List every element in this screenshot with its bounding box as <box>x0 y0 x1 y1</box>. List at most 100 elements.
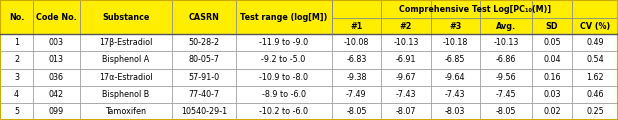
Text: 0.03: 0.03 <box>543 90 561 99</box>
Bar <box>532 18 572 34</box>
Bar <box>381 18 431 34</box>
Bar <box>381 69 431 86</box>
Bar <box>0 103 33 120</box>
Bar <box>80 86 172 103</box>
Text: Tamoxifen: Tamoxifen <box>106 107 146 116</box>
Bar <box>572 51 618 69</box>
Text: -6.83: -6.83 <box>346 55 366 64</box>
Text: -7.43: -7.43 <box>445 90 465 99</box>
Text: -8.05: -8.05 <box>496 107 516 116</box>
Text: Test range (log[M]): Test range (log[M]) <box>240 13 328 22</box>
Text: 0.54: 0.54 <box>586 55 604 64</box>
Bar <box>172 51 235 69</box>
Text: Comprehensive Test Log[PC₁₀(M)]: Comprehensive Test Log[PC₁₀(M)] <box>399 4 551 14</box>
Bar <box>235 0 332 34</box>
Bar <box>80 0 172 34</box>
Text: 4: 4 <box>14 90 19 99</box>
Text: -8.07: -8.07 <box>396 107 416 116</box>
Bar <box>80 103 172 120</box>
Text: 013: 013 <box>49 55 64 64</box>
Text: -9.64: -9.64 <box>445 73 465 82</box>
Text: 1.62: 1.62 <box>586 73 604 82</box>
Bar <box>332 69 381 86</box>
Text: SD: SD <box>546 22 558 31</box>
Bar <box>172 34 235 51</box>
Bar <box>532 103 572 120</box>
Bar <box>572 69 618 86</box>
Bar <box>332 0 381 18</box>
Text: -10.18: -10.18 <box>442 38 468 47</box>
Bar <box>431 18 480 34</box>
Text: #3: #3 <box>449 22 462 31</box>
Bar <box>532 34 572 51</box>
Bar <box>431 86 480 103</box>
Bar <box>0 0 33 34</box>
Text: 0.16: 0.16 <box>543 73 561 82</box>
Bar <box>0 51 33 69</box>
Text: -9.2 to -5.0: -9.2 to -5.0 <box>261 55 306 64</box>
Bar <box>0 86 33 103</box>
Bar <box>33 51 80 69</box>
Bar <box>235 86 332 103</box>
Bar <box>532 86 572 103</box>
Text: -10.9 to -8.0: -10.9 to -8.0 <box>259 73 308 82</box>
Text: Code No.: Code No. <box>36 13 77 22</box>
Bar <box>431 103 480 120</box>
Text: CV (%): CV (%) <box>580 22 610 31</box>
Bar <box>332 34 381 51</box>
Text: 036: 036 <box>49 73 64 82</box>
Bar <box>381 34 431 51</box>
Text: -7.49: -7.49 <box>346 90 366 99</box>
Text: #2: #2 <box>400 22 412 31</box>
Text: 57-91-0: 57-91-0 <box>188 73 219 82</box>
Bar <box>480 86 532 103</box>
Text: Bisphenol A: Bisphenol A <box>103 55 150 64</box>
Bar <box>572 103 618 120</box>
Text: 5: 5 <box>14 107 19 116</box>
Text: 0.46: 0.46 <box>586 90 604 99</box>
Text: 0.49: 0.49 <box>586 38 604 47</box>
Bar <box>532 0 572 18</box>
Bar <box>532 69 572 86</box>
Bar <box>381 86 431 103</box>
Text: 10540-29-1: 10540-29-1 <box>181 107 227 116</box>
Bar <box>572 0 618 18</box>
Bar <box>33 34 80 51</box>
Text: 17β-Estradiol: 17β-Estradiol <box>99 38 153 47</box>
Bar <box>235 34 332 51</box>
Text: 77-40-7: 77-40-7 <box>188 90 219 99</box>
Text: -7.45: -7.45 <box>496 90 517 99</box>
Text: -6.85: -6.85 <box>445 55 465 64</box>
Bar <box>80 34 172 51</box>
Bar <box>431 51 480 69</box>
Bar <box>572 86 618 103</box>
Bar <box>480 0 532 18</box>
Bar <box>33 69 80 86</box>
Text: -9.67: -9.67 <box>396 73 416 82</box>
Bar <box>172 103 235 120</box>
Text: 3: 3 <box>14 73 19 82</box>
Bar <box>0 34 33 51</box>
Bar <box>431 0 480 18</box>
Text: Bisphenol B: Bisphenol B <box>103 90 150 99</box>
Text: No.: No. <box>9 13 24 22</box>
Text: -7.43: -7.43 <box>396 90 416 99</box>
Text: Substance: Substance <box>103 13 150 22</box>
Bar <box>572 18 618 34</box>
Text: 0.05: 0.05 <box>543 38 561 47</box>
Bar <box>381 0 431 18</box>
Text: 0.25: 0.25 <box>586 107 604 116</box>
Bar <box>332 51 381 69</box>
Bar <box>431 69 480 86</box>
Bar <box>235 103 332 120</box>
Text: #1: #1 <box>350 22 363 31</box>
Text: -10.2 to -6.0: -10.2 to -6.0 <box>259 107 308 116</box>
Bar <box>480 51 532 69</box>
Text: 80-05-7: 80-05-7 <box>188 55 219 64</box>
Bar <box>480 18 532 34</box>
Text: -8.05: -8.05 <box>346 107 366 116</box>
Bar <box>572 34 618 51</box>
Bar <box>480 103 532 120</box>
Bar <box>480 34 532 51</box>
Text: -11.9 to -9.0: -11.9 to -9.0 <box>259 38 308 47</box>
